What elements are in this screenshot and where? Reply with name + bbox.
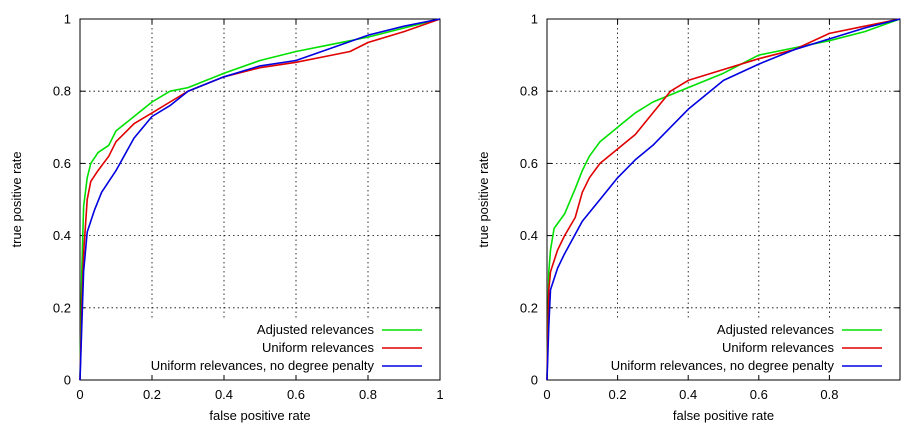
y-axis-label: true positive rate bbox=[476, 151, 491, 247]
y-tick-label: 0.8 bbox=[53, 84, 71, 99]
y-tick-label: 0.8 bbox=[520, 84, 538, 99]
series-line-adjusted bbox=[546, 18, 901, 381]
roc-chart-2: 0 0.2 0.4 0.6 0.8 0 0.2 0.4 0.6 0.8 1 false positiv… bbox=[476, 12, 901, 423]
x-axis-label: false positive rate bbox=[209, 408, 310, 423]
x-tick-label: 0.6 bbox=[287, 387, 305, 402]
x-axis-label: false positive rate bbox=[673, 408, 774, 423]
series-line-uniform bbox=[79, 18, 441, 381]
series-line-uniform-no-penalty bbox=[79, 18, 441, 381]
x-tick-label: 0.2 bbox=[143, 387, 161, 402]
y-tick-label: 0.6 bbox=[520, 156, 538, 171]
y-tick-label: 0 bbox=[64, 373, 71, 388]
y-axis-label: true positive rate bbox=[9, 151, 24, 247]
x-tick-label: 0 bbox=[76, 387, 83, 402]
legend-label: Adjusted relevances bbox=[717, 322, 835, 337]
y-tick-label: 0.2 bbox=[53, 300, 71, 315]
y-tick-label: 0 bbox=[531, 373, 538, 388]
legend-label: Uniform relevances, no degree penalty bbox=[611, 358, 835, 373]
legend-label: Uniform relevances bbox=[262, 340, 374, 355]
y-tick-label: 0.2 bbox=[520, 300, 538, 315]
x-tick-label: 0.4 bbox=[215, 387, 233, 402]
y-tick-label: 0.6 bbox=[53, 156, 71, 171]
plot-frame bbox=[79, 18, 441, 381]
series-line-adjusted bbox=[79, 18, 441, 381]
x-tick-label: 0.4 bbox=[679, 387, 697, 402]
y-tick-label: 1 bbox=[531, 12, 538, 27]
x-tick-label: 1 bbox=[436, 387, 443, 402]
x-tick-label: 0.6 bbox=[750, 387, 768, 402]
y-tick-label: 0.4 bbox=[53, 228, 71, 243]
y-tick-label: 1 bbox=[64, 12, 71, 27]
series-line-uniform bbox=[546, 18, 901, 381]
x-tick-label: 0.8 bbox=[359, 387, 377, 402]
x-tick-label: 0.8 bbox=[820, 387, 838, 402]
x-tick-label: 0.2 bbox=[609, 387, 627, 402]
y-tick-label: 0.4 bbox=[520, 228, 538, 243]
series-line-uniform-no-penalty bbox=[546, 18, 901, 381]
plot-frame bbox=[546, 18, 901, 381]
legend-label: Uniform relevances bbox=[722, 340, 834, 355]
x-tick-label: 0 bbox=[543, 387, 550, 402]
legend-label: Adjusted relevances bbox=[257, 322, 375, 337]
legend-label: Uniform relevances, no degree penalty bbox=[151, 358, 375, 373]
roc-chart-1: 0 0.2 0.4 0.6 0.8 1 0 0.2 0.4 0.6 0.8 1 false positi… bbox=[9, 12, 444, 424]
